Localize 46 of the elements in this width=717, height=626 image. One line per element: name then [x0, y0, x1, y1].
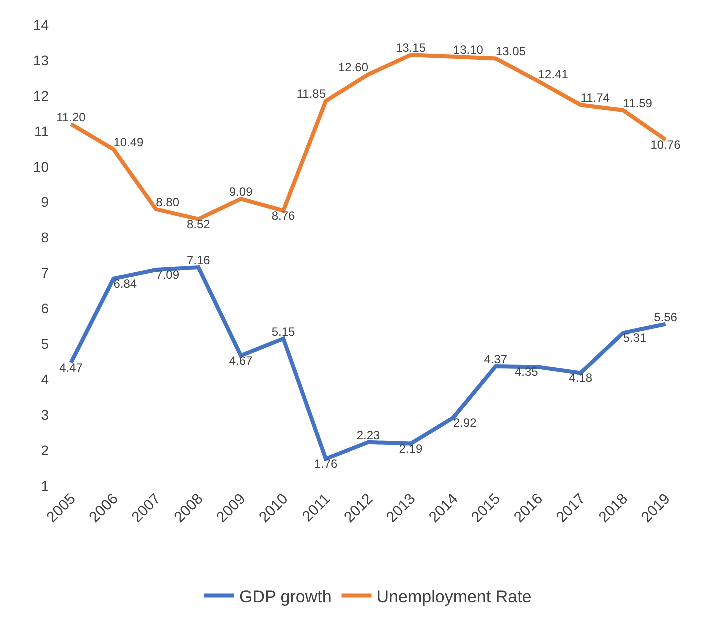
data-label: 11.59 — [623, 96, 653, 110]
data-label: 8.76 — [272, 208, 296, 223]
data-label: 11.85 — [296, 87, 326, 102]
data-label: 2.23 — [356, 428, 380, 442]
y-tick-label: 1 — [41, 478, 50, 494]
data-label: 11.20 — [56, 110, 86, 124]
y-tick-label: 4 — [41, 372, 50, 388]
data-label: 2.92 — [453, 416, 478, 430]
legend-label: GDP growth — [240, 587, 332, 606]
y-tick-label: 9 — [41, 194, 50, 210]
y-tick-label: 13 — [33, 52, 50, 68]
data-label: 13.05 — [496, 44, 526, 59]
data-label: 5.31 — [623, 331, 647, 346]
y-tick-label: 3 — [41, 406, 50, 423]
data-label: 12.60 — [338, 60, 369, 75]
data-label: 8.80 — [156, 195, 180, 210]
data-label: 5.56 — [654, 310, 678, 324]
y-tick-label: 6 — [41, 300, 50, 317]
data-label: 4.67 — [229, 354, 254, 368]
legend-label: Unemployment Rate — [376, 587, 532, 606]
data-label: 4.37 — [484, 352, 508, 366]
y-tick-label: 14 — [33, 16, 50, 33]
y-tick-label: 5 — [41, 336, 50, 352]
y-tick-label: 12 — [33, 88, 50, 104]
data-label: 13.15 — [396, 41, 426, 56]
data-label: 1.76 — [314, 457, 338, 472]
data-label: 7.16 — [186, 254, 211, 268]
data-label: 10.76 — [650, 138, 682, 152]
y-tick-label: 7 — [41, 265, 50, 282]
y-tick-label: 10 — [33, 158, 50, 175]
data-label: 2.19 — [399, 442, 423, 456]
y-tick-label: 11 — [34, 123, 50, 140]
data-label: 7.09 — [156, 268, 180, 282]
y-tick-label: 8 — [41, 230, 50, 246]
data-label: 9.09 — [229, 185, 254, 200]
data-label: 4.35 — [515, 365, 539, 380]
y-tick-label: 2 — [41, 442, 50, 458]
data-label: 11.74 — [580, 91, 610, 106]
data-label: 4.47 — [60, 360, 84, 375]
data-label: 12.41 — [538, 67, 569, 82]
data-label: 5.15 — [272, 324, 296, 339]
data-label: 6.84 — [114, 276, 138, 291]
data-label: 4.18 — [569, 371, 593, 386]
data-label: 10.49 — [114, 135, 144, 150]
data-label: 13.10 — [453, 42, 484, 57]
data-label: 8.52 — [186, 217, 211, 232]
